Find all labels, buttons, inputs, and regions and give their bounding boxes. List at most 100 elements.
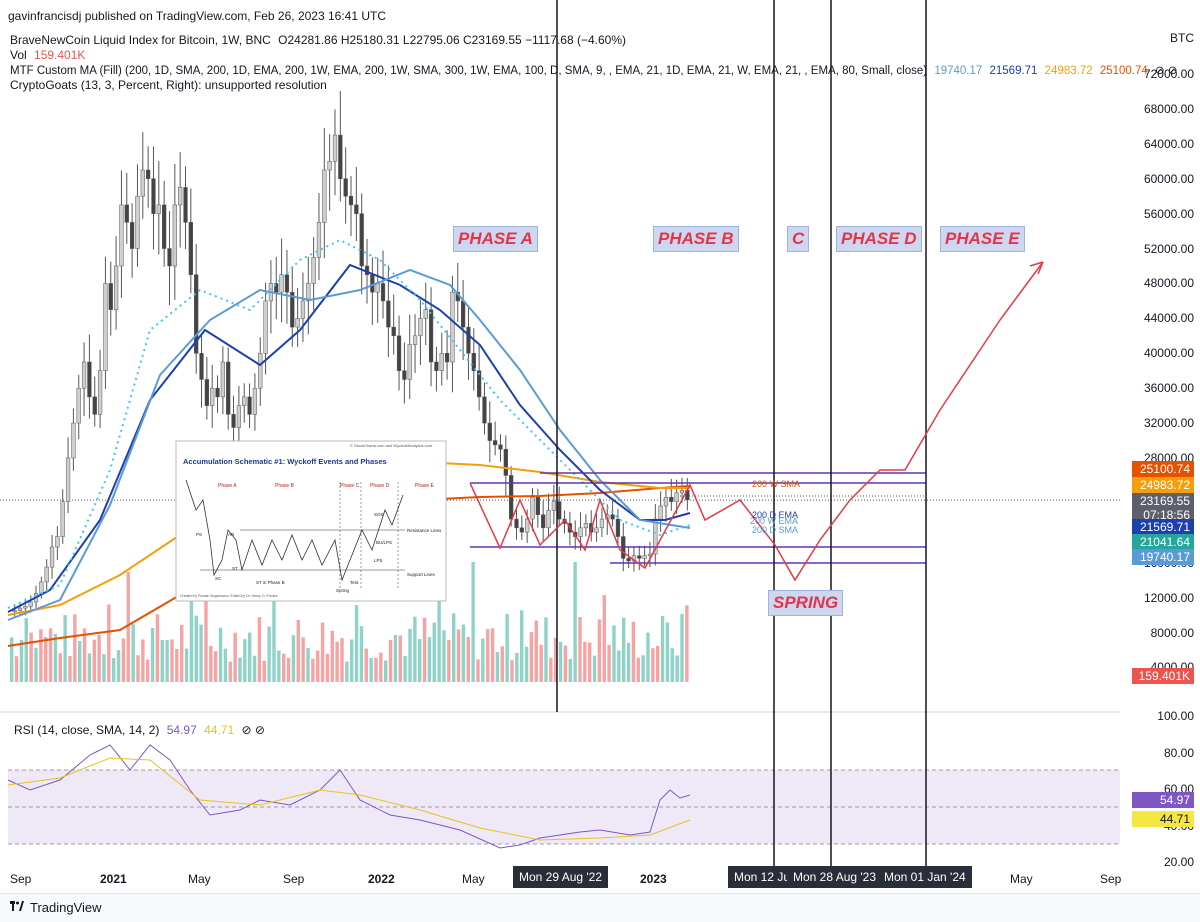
price-tag: 24983.72 — [1132, 477, 1194, 493]
candle-body — [236, 405, 242, 428]
volume-bar — [583, 641, 587, 682]
candle-body — [493, 440, 498, 446]
volume-bar — [316, 650, 320, 682]
volume-bar — [636, 657, 640, 682]
volume-bar — [622, 617, 626, 682]
candle-body — [402, 370, 407, 380]
volume-bar — [481, 638, 485, 682]
candle-body — [140, 169, 145, 197]
candle-body — [412, 335, 418, 345]
projection-arrow-head — [1029, 261, 1044, 275]
schematic-phase-4: Phase E — [415, 483, 435, 489]
time-cursor-tag: Mon 01 Jan '24 — [878, 866, 972, 888]
volume-bar — [660, 615, 665, 682]
tradingview-logo-icon — [10, 901, 24, 911]
price-tag: 21569.71 — [1132, 519, 1194, 535]
schematic-event-label: Resistance Lines — [407, 528, 442, 533]
candle-body — [658, 505, 663, 520]
volume-bar — [238, 657, 242, 682]
volume-bar — [126, 572, 130, 682]
candle-body — [594, 527, 599, 533]
volume-bar — [471, 562, 475, 682]
candle-body — [279, 274, 284, 293]
volume-bar — [573, 562, 577, 682]
volume-bar — [651, 648, 655, 682]
spring-label: SPRING — [768, 590, 844, 616]
volume-bar — [388, 640, 393, 682]
phase-b-label: PHASE B — [653, 226, 739, 252]
schematic-event-label: SC — [215, 576, 222, 581]
volume-bar — [422, 617, 427, 682]
candle-body — [439, 353, 444, 371]
candle-body — [525, 518, 530, 533]
volume-bar — [19, 639, 24, 682]
volume-bar — [82, 628, 87, 682]
ma-label-1: 200 D EMA — [752, 510, 798, 520]
volume-bar — [267, 626, 271, 682]
legend-ma-val-3: 24983.72 — [1044, 65, 1093, 77]
volume-bar — [641, 655, 645, 682]
candle-body — [188, 222, 193, 275]
candle-body — [252, 387, 258, 415]
price-axis-label: 72000.00 — [1143, 67, 1194, 81]
price-axis-label: 48000.00 — [1143, 276, 1194, 291]
volume-bar — [597, 619, 602, 682]
rsi-sma-line — [7, 757, 691, 841]
volume-bar — [617, 650, 621, 682]
volume-bar — [675, 655, 679, 682]
legend-ma-icons[interactable]: ⊘ ⊘ — [1155, 65, 1178, 77]
candle-body — [546, 510, 551, 529]
candle-body — [263, 300, 268, 354]
volume-bar — [646, 632, 650, 682]
candle-body — [23, 606, 28, 609]
volume-bar — [68, 655, 72, 682]
volume-bar — [180, 624, 184, 682]
volume-bar — [170, 639, 174, 682]
candle-body — [637, 555, 642, 559]
schematic-event-label: PS — [196, 532, 202, 537]
candle-body — [167, 248, 172, 267]
candle-body — [162, 204, 167, 249]
candle-body — [274, 283, 279, 293]
candle-body — [487, 422, 492, 441]
candle-body — [316, 222, 322, 258]
volume-bar — [116, 650, 121, 682]
rsi-line — [7, 744, 691, 849]
volume-bar — [199, 624, 203, 682]
candle-body — [332, 134, 338, 162]
rsi-icons[interactable]: ⊘ ⊘ — [241, 723, 265, 737]
phase-c-label: C — [787, 226, 810, 252]
legend-symbol: BraveNewCoin Liquid Index for Bitcoin, 1… — [10, 33, 626, 47]
volume-bar — [146, 659, 150, 682]
tradingview-logo[interactable]: TradingView — [10, 900, 102, 915]
volume-bar — [466, 636, 470, 682]
legend-volume: Vol 159.401K — [10, 48, 85, 62]
legend-cryptogoats: CryptoGoats (13, 3, Percent, Right): uns… — [10, 78, 327, 92]
volume-bar — [461, 624, 466, 682]
volume-bar — [665, 622, 670, 682]
volume-bar — [495, 651, 500, 682]
volume-bar — [286, 657, 291, 682]
volume-bar — [588, 642, 592, 682]
candle-body — [113, 265, 119, 310]
candle-body — [28, 601, 33, 607]
schematic-phase-2: Phase C — [340, 483, 360, 489]
candle-body — [578, 527, 583, 537]
candle-body — [204, 379, 209, 406]
volume-bar — [39, 629, 43, 682]
volume-bar — [447, 639, 451, 682]
ma-200d-sma-line — [7, 268, 691, 621]
rsi-sma-value: 44.71 — [204, 723, 235, 737]
volume-bar — [500, 646, 504, 682]
volume-bar — [330, 630, 334, 682]
price-axis-label: 56000.00 — [1143, 206, 1194, 221]
volume-bar — [257, 617, 262, 682]
legend-ma-val-4: 25100.74 — [1099, 65, 1148, 77]
currency-label: BTC — [1170, 31, 1194, 45]
candle-body — [183, 187, 188, 223]
price-axis-label: 32000.00 — [1143, 416, 1194, 431]
candle-body — [39, 581, 44, 594]
volume-bar — [578, 616, 582, 682]
volume-bar — [490, 628, 495, 682]
